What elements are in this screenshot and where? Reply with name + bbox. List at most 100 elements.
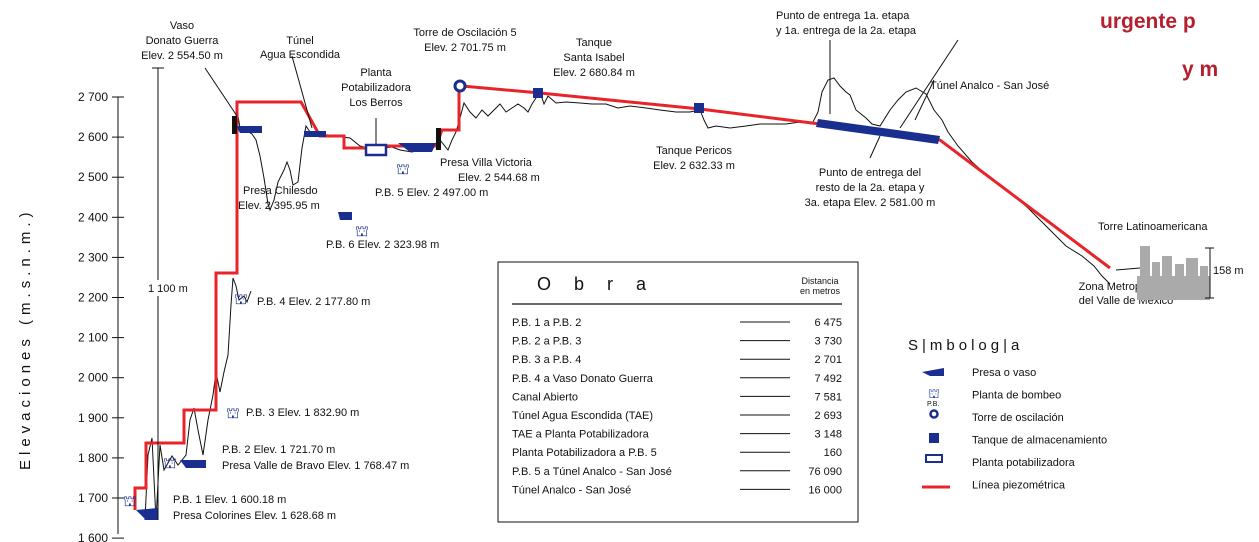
presa-vv-label-2: Elev. 2 544.68 m	[458, 172, 540, 184]
table-row-obra: P.B. 1 a P.B. 2	[512, 317, 581, 329]
y-tick-label: 2 700	[78, 90, 108, 104]
y-tick-label: 2 000	[78, 371, 108, 385]
y-tick-label: 2 100	[78, 331, 108, 345]
dam-icon	[236, 126, 262, 133]
table-row-distance: 160	[824, 447, 842, 459]
table-row-distance: 6 475	[814, 317, 842, 329]
y-axis-label: Elevaciones (m.s.n.m.)	[17, 207, 34, 470]
pb4-label: P.B. 4 Elev. 2 177.80 m	[257, 296, 370, 308]
pump-station-icon: ⛫	[396, 161, 410, 178]
y-tick-label: 1 700	[78, 491, 108, 505]
pb5-label: P.B. 5 Elev. 2 497.00 m	[375, 187, 488, 199]
tanque-si-label-1: Tanque	[576, 37, 612, 49]
surge-tower-icon	[929, 409, 939, 419]
legend-title: S|mbolog|a	[908, 337, 1023, 354]
table-row-obra: Planta Potabilizadora a P.B. 5	[512, 447, 657, 459]
table-row-distance: 2 693	[814, 410, 842, 422]
pump-station-icon: ⛫	[234, 291, 248, 308]
title-fragment-2: y m	[1182, 58, 1218, 81]
torre-lat-label: Torre Latinoamericana	[1098, 221, 1208, 233]
surge-tower-icon	[453, 79, 467, 93]
torre5-label-2: Elev. 2 701.75 m	[424, 42, 506, 54]
table-dist-header-2: en metros	[800, 286, 841, 296]
structures: ⛫ ⛫ ⛫ ⛫ ⛫ ⛫	[123, 79, 940, 520]
pb1-label-2: Presa Colorines Elev. 1 628.68 m	[173, 510, 336, 522]
title-fragment-1: urgente p	[1100, 10, 1196, 33]
pump-station-icon: ⛫	[123, 493, 137, 510]
table-row-distance: 7 492	[814, 373, 842, 385]
storage-tank-icon	[929, 433, 939, 443]
y-axis: 2 700 2 600 2 500 2 400 2 300 2 200 2 100 2 000…	[17, 90, 124, 542]
storage-tank-icon	[533, 88, 543, 98]
tanque-si-label-3: Elev. 2 680.84 m	[553, 67, 635, 79]
table-row-distance: 3 148	[814, 429, 842, 441]
dam-icon	[136, 508, 158, 520]
punto1-label-1: Punto de entrega 1a. etapa	[776, 10, 910, 22]
pb3-label: P.B. 3 Elev. 1 832.90 m	[246, 407, 359, 419]
tunnel-analco-san-jose	[816, 119, 940, 144]
legend-pb-abbrev: P.B.	[927, 401, 939, 408]
y-tick-label: 2 400	[78, 210, 108, 224]
table-row-distance: 2 701	[814, 354, 842, 366]
tunel-ae-label-2: Agua Escondida	[260, 49, 341, 61]
pb2-label-1: P.B. 2 Elev. 1 721.70 m	[222, 444, 335, 456]
obra-table: O b r a Distancia en metros P.B. 1 a P.B…	[497, 261, 859, 523]
table-row-distance: 3 730	[814, 336, 842, 348]
table-row-distance: 76 090	[808, 466, 842, 478]
y-tick-label: 2 500	[78, 170, 108, 184]
table-row-obra: Túnel Analco - San José	[512, 484, 631, 496]
dam-icon	[338, 212, 352, 220]
legend-item-label: Planta potabilizadora	[972, 457, 1076, 469]
pb6-label: P.B. 6 Elev. 2 323.98 m	[326, 239, 439, 251]
leader-lines	[204, 39, 1141, 271]
dam-icon	[180, 460, 206, 468]
annotations: Vaso Donato Guerra Elev. 2 554.50 m Túne…	[141, 10, 1243, 522]
planta-label-3: Los Berros	[349, 97, 403, 109]
height-158-bracket	[1205, 247, 1214, 299]
dam-icon	[922, 368, 944, 376]
pump-station-icon: ⛫	[355, 223, 369, 240]
table-row-obra: P.B. 3 a P.B. 4	[512, 354, 581, 366]
treatment-plant-icon	[364, 143, 388, 157]
table-row-obra: P.B. 4 a Vaso Donato Guerra	[512, 373, 654, 385]
punto2-label-3: 3a. etapa Elev. 2 581.00 m	[805, 197, 936, 209]
legend-item-label: Línea piezométrica	[972, 480, 1066, 492]
y-tick-label: 2 600	[78, 130, 108, 144]
tunel-ae-label-1: Túnel	[286, 35, 314, 47]
pb2-label-2: Presa Valle de Bravo Elev. 1 768.47 m	[222, 460, 409, 472]
legend-item-label: Tanque de almacenamiento	[972, 435, 1107, 447]
presa-ch-label-1: Presa Chilesdo	[243, 185, 318, 197]
legend-item-label: Planta de bombeo	[972, 390, 1061, 402]
vaso-label-2: Donato Guerra	[146, 35, 220, 47]
piezometric-line	[133, 84, 1111, 510]
y-tick-label: 1 600	[78, 531, 108, 542]
table-row-distance: 7 581	[814, 391, 842, 403]
treatment-plant-icon	[925, 454, 943, 463]
pump-station-icon: ⛫	[163, 455, 177, 472]
table-row-obra: Canal Abierto	[512, 391, 578, 403]
height-1100-label: 1 100 m	[148, 283, 188, 295]
tunnel-agua-escondida	[304, 131, 326, 137]
table-row-obra: P.B. 2 a P.B. 3	[512, 336, 581, 348]
table-row-obra: Túnel Agua Escondida (TAE)	[512, 410, 653, 422]
torre5-label-1: Torre de Oscilación 5	[413, 27, 516, 39]
y-tick-label: 2 300	[78, 250, 108, 264]
tunel-as-label: Túnel Analco - San José	[930, 80, 1049, 92]
table-dist-header-1: Distancia	[801, 276, 838, 286]
table-row-obra: P.B. 5 a Túnel Analco - San José	[512, 466, 672, 478]
height-dimension: 1 100 m	[144, 67, 204, 520]
planta-label-1: Planta	[360, 67, 392, 79]
tanque-p-label-1: Tanque Pericos	[656, 145, 732, 157]
punto2-label-1: Punto de entrega del	[819, 167, 921, 179]
table-row-distance: 16 000	[808, 484, 842, 496]
pb1-label-1: P.B. 1 Elev. 1 600.18 m	[173, 494, 286, 506]
table-row-obra: TAE a Planta Potabilizadora	[512, 429, 650, 441]
punto1-label-2: y 1a. entrega de la 2a. etapa	[776, 25, 917, 37]
y-tick-label: 2 200	[78, 291, 108, 305]
pump-station-icon: ⛫	[226, 405, 240, 422]
storage-tank-icon	[694, 103, 704, 113]
presa-vv-label-1: Presa Villa Victoria	[440, 157, 533, 169]
vaso-label-1: Vaso	[170, 20, 194, 32]
presa-ch-label-2: Elev. 2 395.95 m	[238, 200, 320, 212]
